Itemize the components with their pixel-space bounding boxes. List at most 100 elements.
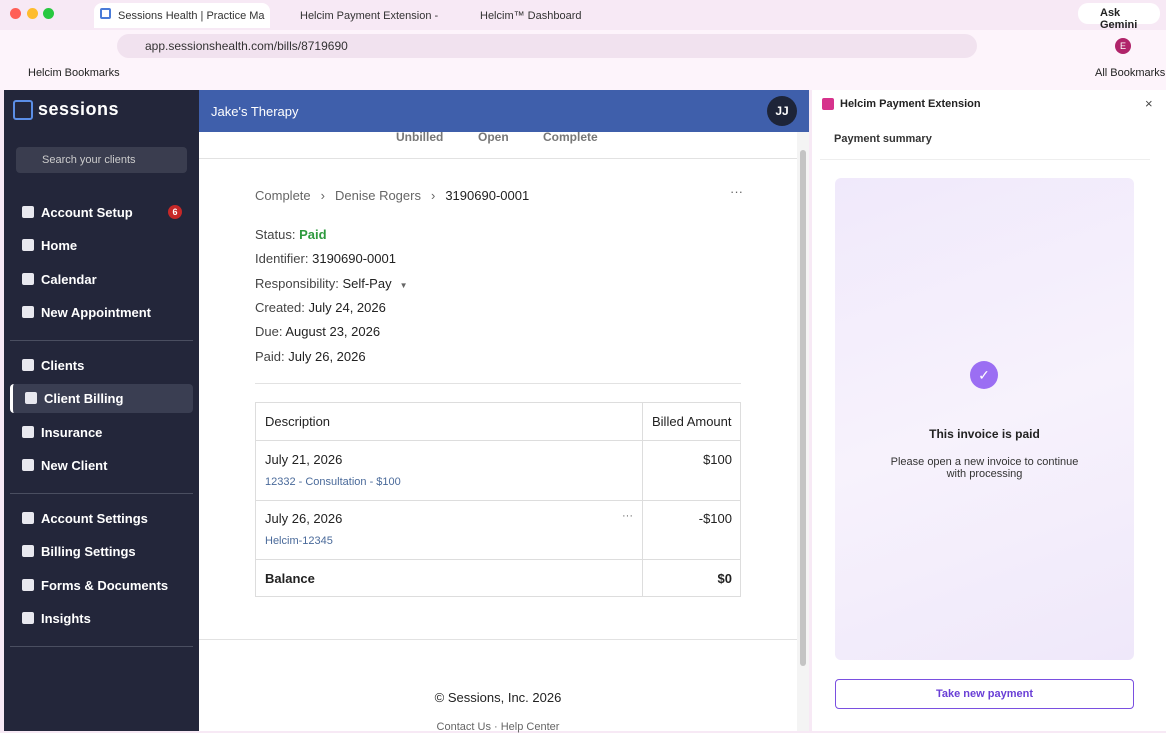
detail-label: Responsibility:	[255, 275, 339, 291]
detail-row: Paid: July 26, 2026	[255, 349, 366, 364]
nav-label: New Client	[41, 458, 108, 474]
label: Billed Amount	[652, 414, 732, 429]
text: -$100	[698, 511, 732, 526]
detail-label: Due:	[255, 324, 283, 340]
take-payment-button[interactable]: Take new payment	[835, 679, 1134, 709]
profile[interactable]: E	[1115, 38, 1131, 54]
nav-icon	[22, 239, 34, 252]
row-divider	[255, 500, 741, 501]
crumb[interactable]: Denise Rogers	[334, 188, 421, 203]
nav-item[interactable]: Client Billing	[10, 384, 193, 414]
address-bar[interactable]: app.sessionshealth.com/bills/8719690	[117, 34, 977, 58]
header	[199, 90, 809, 132]
divider	[199, 639, 797, 640]
detail-label: Paid:	[255, 348, 285, 364]
detail-value: Paid	[299, 227, 327, 242]
tab[interactable]: Helcim™ Dashboard	[456, 3, 626, 28]
nav-item[interactable]: Account Settings	[10, 504, 193, 533]
text: This invoice is paid	[929, 427, 1040, 441]
nav-icon	[22, 306, 34, 319]
all-bookmarks[interactable]: All Bookmarks	[1095, 67, 1165, 79]
detail-value: July 26, 2026	[288, 348, 366, 364]
detail-row: Status: Paid	[255, 227, 327, 242]
tab-title: Helcim Payment Extension -	[300, 10, 439, 22]
nav-item[interactable]: Insights	[10, 604, 193, 633]
nav-item[interactable]: New Client	[10, 451, 193, 480]
nav-item[interactable]: Home	[10, 231, 193, 260]
nav-item[interactable]: Account Setup 6	[10, 198, 193, 227]
section-title: Payment summary	[834, 133, 932, 145]
text: July 26, 2026	[265, 511, 343, 526]
scroll-thumb[interactable]	[800, 150, 806, 666]
label: Helcim Bookmarks	[28, 67, 120, 79]
item-amount: $100	[703, 452, 732, 467]
item-detail[interactable]: 12332 - Consultation - $100	[265, 476, 401, 488]
row-divider	[255, 440, 741, 441]
detail-label: Created:	[255, 299, 305, 315]
label: Description	[265, 414, 331, 429]
text: Payment summary	[834, 133, 932, 145]
crumb[interactable]: Complete	[255, 188, 311, 203]
label: Take new payment	[936, 688, 1033, 700]
detail-row: Responsibility: Self-Pay ▼	[255, 276, 408, 291]
row-menu[interactable]: ···	[622, 510, 633, 522]
tab[interactable]: Helcim Payment Extension -	[276, 3, 444, 28]
nav-item[interactable]: Forms & Documents	[10, 571, 193, 600]
item-detail[interactable]: Helcim-12345	[265, 535, 333, 547]
nav-item[interactable]: Clients	[10, 351, 193, 380]
text: Helcim Payment Extension	[840, 98, 981, 110]
logo-text: sessions	[38, 99, 120, 119]
nav-separator	[10, 493, 193, 494]
nav-label: New Appointment	[41, 305, 152, 321]
nav-icon	[22, 459, 34, 472]
nav-label: Insurance	[41, 424, 103, 440]
ask-gemini[interactable]: Ask Gemini	[1078, 3, 1160, 31]
label: Unbilled	[396, 130, 444, 144]
bill-tab[interactable]: Open	[478, 130, 509, 144]
detail-value: August 23, 2026	[285, 324, 381, 340]
nav-label: Account Settings	[41, 511, 148, 526]
nav-icon	[22, 206, 34, 218]
more-menu[interactable]: ···	[730, 184, 743, 199]
detail-value: July 24, 2026	[308, 299, 386, 315]
text: Helcim-12345	[265, 535, 333, 547]
text: July 21, 2026	[265, 452, 343, 467]
detail-label: Status:	[255, 227, 296, 242]
search[interactable]: Search your clients	[16, 147, 187, 173]
nav-label: Account Setup	[41, 205, 133, 220]
nav-icon	[22, 612, 34, 625]
close-panel[interactable]: ×	[1145, 96, 1153, 111]
minimize-window[interactable]	[27, 8, 38, 19]
nav-item[interactable]: New Appointment	[10, 298, 193, 327]
text: © Sessions, Inc. 2026	[434, 690, 562, 705]
profile-initial: E	[1119, 41, 1126, 51]
detail-value[interactable]: Self-Pay	[342, 275, 392, 291]
nav-label: Home	[41, 238, 78, 254]
bookmark-folder[interactable]: Helcim Bookmarks	[28, 67, 120, 79]
nav-icon	[22, 425, 34, 438]
crumb: 3190690-0001	[445, 188, 530, 203]
nav-item[interactable]: Calendar	[10, 265, 193, 294]
dropdown-caret[interactable]: ▼	[399, 280, 408, 290]
divider	[820, 159, 1150, 160]
item-date: July 26, 2026	[265, 511, 342, 526]
label: All Bookmarks	[1095, 67, 1166, 79]
text: 12332 - Consultation - $100	[265, 476, 401, 488]
initials: JJ	[775, 104, 789, 118]
maximize-window[interactable]	[43, 8, 54, 19]
nav-label: Calendar	[41, 271, 97, 287]
column-header: Description	[265, 414, 330, 429]
nav-item[interactable]: Billing Settings	[10, 537, 193, 566]
tab-active[interactable]: Sessions Health | Practice Ma	[94, 3, 270, 28]
status-card	[835, 178, 1134, 660]
main	[199, 132, 797, 731]
avatar[interactable]: JJ	[767, 96, 797, 126]
text: $0	[717, 571, 732, 586]
detail-row: Identifier: 3190690-0001	[255, 251, 396, 266]
divider	[199, 158, 797, 159]
footer-links[interactable]: Contact Us · Help Center	[199, 721, 797, 733]
bill-tab[interactable]: Unbilled	[396, 130, 443, 144]
close-window[interactable]	[10, 8, 21, 19]
nav-item[interactable]: Insurance	[10, 418, 193, 447]
bill-tab[interactable]: Complete	[543, 130, 598, 144]
